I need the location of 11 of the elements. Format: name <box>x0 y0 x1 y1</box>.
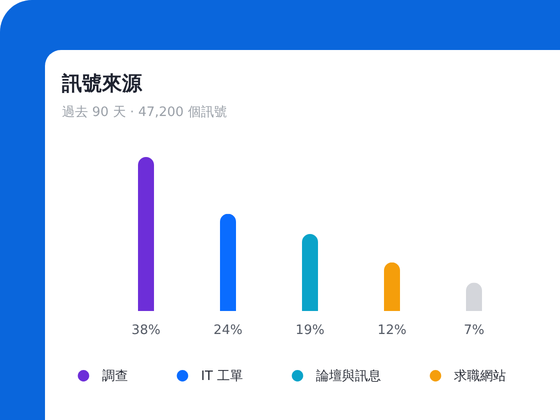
data-label: 7% <box>464 323 484 338</box>
data-label: 38% <box>132 323 160 338</box>
legend-label: 論壇與訊息 <box>316 368 381 384</box>
chart-title: 訊號來源 <box>61 71 143 95</box>
legend-label: 求職網站 <box>454 368 506 384</box>
data-label: 19% <box>296 323 324 338</box>
legend-label: 調查 <box>102 368 128 384</box>
data-label: 12% <box>378 323 406 338</box>
legend-label: IT 工單 <box>201 368 243 384</box>
chart-subtitle: 過去 90 天 · 47,200 個訊號 <box>62 105 227 120</box>
data-label: 24% <box>214 323 242 338</box>
